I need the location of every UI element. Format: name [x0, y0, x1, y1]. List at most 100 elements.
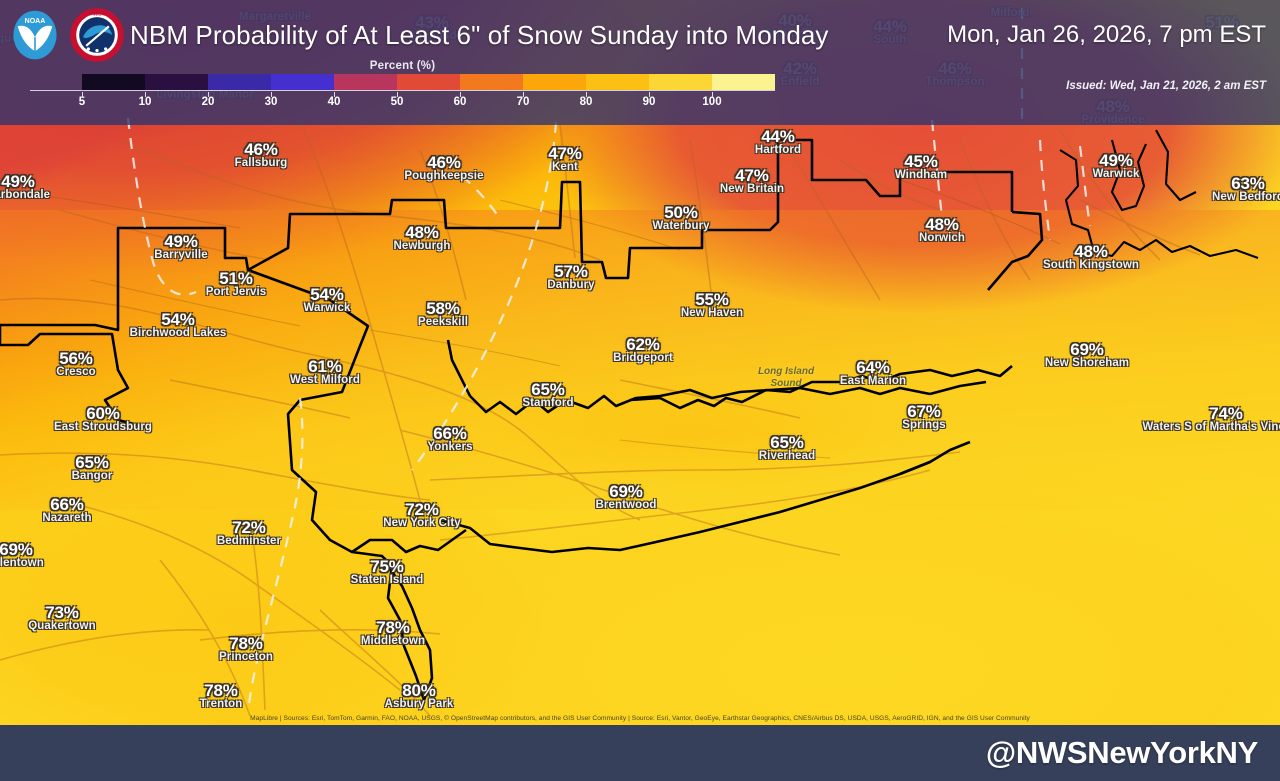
probability-value: 48%	[405, 223, 439, 242]
probability-value: 65%	[531, 380, 565, 399]
legend-tickmark-70	[523, 92, 524, 97]
probability-value: 49%	[1099, 151, 1133, 170]
city-name: Warwick	[1092, 168, 1140, 181]
probability-value: 67%	[907, 402, 941, 421]
city-name: Peekskill	[417, 316, 469, 329]
probability-value: 65%	[770, 433, 804, 452]
city-name: Yonkers	[427, 441, 473, 454]
probability-value: 54%	[310, 285, 344, 304]
svg-text:NWS: NWS	[93, 13, 102, 17]
issued-time-label: Issued: Wed, Jan 21, 2026, 2 am EST	[1066, 80, 1266, 92]
probability-value: 58%	[426, 299, 460, 318]
map-label-port-jervis: 51% Port Jervis	[206, 270, 267, 299]
probability-value: 69%	[0, 540, 33, 559]
legend-tick-90: 90	[642, 96, 656, 108]
legend-tickmark-10	[145, 92, 146, 97]
legend-tickmark-30	[271, 92, 272, 97]
map-label-norwich: 48% Norwich	[919, 216, 965, 245]
city-name: Port Jervis	[205, 286, 267, 299]
legend-tickmark-100	[712, 92, 713, 97]
social-handle: @NWSNewYorkNY	[985, 735, 1258, 770]
legend-tick-labels: 5 10 20 30 40 50 60 70 80 90 100	[30, 92, 775, 112]
city-name: Norwich	[918, 232, 966, 245]
agency-logos: NOAA NWS	[8, 8, 124, 62]
svg-text:NOAA: NOAA	[25, 18, 46, 25]
map-label-kent: 47% Kent	[548, 144, 582, 174]
legend-color-segment-3	[271, 74, 334, 90]
legend-tickmark-20	[208, 92, 209, 97]
city-name: South Kingstown	[1042, 259, 1140, 272]
probability-value: 48%	[1074, 242, 1108, 261]
legend-tick-100: 100	[702, 96, 722, 108]
city-name: Warwick	[303, 302, 351, 315]
probability-value: 44%	[761, 127, 795, 146]
probability-value: 74%	[1209, 404, 1243, 423]
city-name: Danbury	[547, 279, 595, 292]
city-name: Barryville	[154, 249, 208, 262]
probability-value: 72%	[232, 518, 266, 537]
legend-color-segment-2	[208, 74, 271, 90]
city-name: Princeton	[219, 651, 273, 664]
probability-value: 61%	[308, 357, 342, 376]
legend-color-segment-5	[397, 74, 460, 90]
legend-tick-20: 20	[201, 96, 215, 108]
map-label-quakertown: 73% Quakertown	[28, 604, 95, 633]
city-name: Birchwood Lakes	[129, 327, 227, 340]
map-attribution: MapLibre | Sources: Esri, TomTom, Garmin…	[250, 715, 1030, 722]
probability-value: 45%	[904, 152, 938, 171]
probability-value: 66%	[50, 495, 84, 514]
city-name: Waters S of Martha's Vineyard	[1142, 421, 1280, 434]
map-label-danbury: 57% Danbury	[547, 263, 594, 292]
probability-value: 69%	[1070, 340, 1104, 359]
legend-tick-80: 80	[579, 96, 593, 108]
map-label-asbury-park: 80% Asbury Park	[385, 682, 454, 711]
probability-value: 49%	[164, 232, 198, 251]
city-name: Waterbury	[652, 220, 710, 233]
map-label-riverhead: 65% Riverhead	[759, 434, 816, 463]
map-label-south-kingstown: 48% South Kingstown	[1043, 243, 1139, 272]
map-label-allentown: 69%Allentown	[0, 541, 44, 570]
map-label-carbondale: 49%Carbondale	[0, 173, 50, 202]
map-label-bedminster: 72% Bedminster	[217, 519, 281, 548]
probability-value: 56%	[59, 349, 93, 368]
city-name: Stamford	[522, 397, 574, 410]
map-label-waterbury: 50% Waterbury	[652, 204, 709, 233]
city-name: Nazareth	[42, 512, 92, 525]
map-label-brentwood: 69% Brentwood	[596, 483, 657, 512]
legend-color-segment-7	[523, 74, 586, 90]
probability-value: 78%	[229, 634, 263, 653]
probability-value: 47%	[548, 144, 582, 163]
city-name: Allentown	[0, 557, 44, 570]
legend-tickmark-60	[460, 92, 461, 97]
probability-value: 47%	[735, 166, 769, 185]
city-name: Quakertown	[28, 620, 96, 633]
city-name: Hartford	[754, 144, 802, 157]
city-name: Bridgeport	[613, 352, 673, 365]
valid-time-label: Mon, Jan 26, 2026, 7 pm EST	[947, 21, 1266, 48]
probability-value: 80%	[402, 681, 436, 700]
map-label-hartford: 44% Hartford	[755, 128, 801, 157]
legend-tickmark-90	[649, 92, 650, 97]
map-label-warwick-ri: 49% Warwick	[1093, 152, 1140, 181]
city-name: Poughkeepsie	[404, 170, 484, 183]
probability-value: 48%	[925, 215, 959, 234]
legend-tick-40: 40	[327, 96, 341, 108]
legend-tick-50: 50	[390, 96, 404, 108]
legend-tick-10: 10	[138, 96, 152, 108]
dashed-state-lines	[126, 8, 1092, 713]
legend-tick-70: 70	[516, 96, 530, 108]
probability-value: 66%	[433, 424, 467, 443]
map-label-waters-s-of-martha-s-vineyard: 74%Waters S of Martha's Vineyard	[1142, 405, 1280, 434]
legend-color-bar	[82, 74, 775, 90]
city-name: New Bedford	[1211, 191, 1280, 204]
probability-value: 78%	[204, 681, 238, 700]
footer-bar: @NWSNewYorkNY	[0, 725, 1280, 781]
map-label-middletown: 78% Middletown	[361, 619, 425, 648]
legend-color-segment-9	[649, 74, 712, 90]
city-name: Staten Island	[350, 574, 424, 587]
legend-tickmark-50	[397, 92, 398, 97]
probability-value: 73%	[45, 603, 79, 622]
header-banner: NOAA NWS NBM Probability of At Least 6" …	[0, 0, 1280, 125]
map-label-trenton: 78% Trenton	[200, 682, 243, 711]
